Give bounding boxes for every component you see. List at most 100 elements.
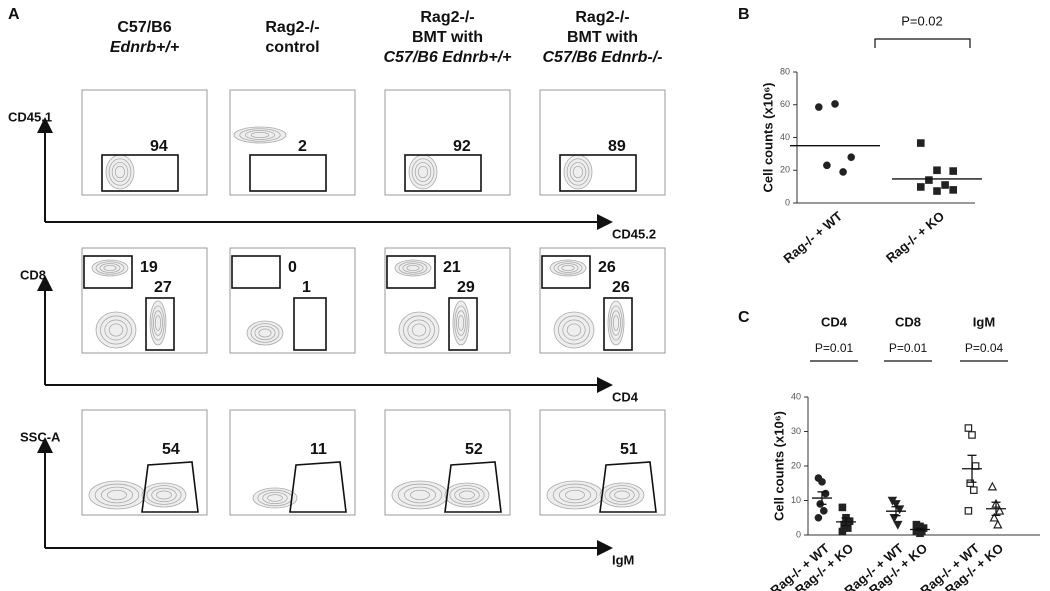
density-contour — [599, 482, 645, 508]
density-contour — [611, 310, 621, 336]
gate — [603, 297, 633, 351]
density-contour — [103, 264, 117, 272]
data-point — [814, 513, 823, 522]
y-tick-label: 80 — [780, 66, 790, 76]
density-contour — [254, 325, 276, 341]
data-point — [831, 100, 839, 108]
x-tick-label: Rag-/- + KO — [883, 208, 947, 265]
density-contour — [258, 328, 272, 338]
density-contour — [252, 487, 298, 509]
panel-label: B — [738, 6, 750, 23]
density-contour — [99, 263, 121, 273]
y-tick-label: 0 — [796, 529, 801, 539]
density-contour — [454, 487, 480, 503]
data-point — [894, 505, 905, 515]
gate-value: 21 — [443, 259, 461, 276]
data-point — [987, 481, 998, 491]
data-point — [968, 431, 976, 439]
density-contour — [250, 131, 270, 139]
density-contour — [407, 319, 431, 341]
density-contour — [604, 485, 640, 505]
gate-value: 1 — [302, 279, 311, 296]
y-axis-label: CD45.1 — [8, 109, 52, 124]
density-contour — [149, 300, 167, 346]
data-point — [893, 520, 903, 530]
density-contour — [397, 483, 443, 507]
gate-value: 19 — [140, 259, 158, 276]
density-contour — [558, 315, 591, 345]
density-contour — [156, 490, 172, 500]
density-contour — [394, 259, 432, 277]
y-tick-label: 20 — [780, 165, 790, 175]
density-contour — [552, 483, 598, 507]
data-point — [989, 512, 999, 522]
x-axis-label: IgM — [612, 552, 634, 567]
density-contour — [553, 311, 595, 349]
gate-value: 0 — [288, 259, 297, 276]
p-value: P=0.02 — [901, 13, 943, 28]
data-point — [933, 187, 941, 195]
column-header: Rag2-/- — [265, 19, 319, 36]
data-point — [994, 505, 1005, 515]
y-tick-label: 40 — [791, 391, 801, 401]
gate — [448, 297, 478, 351]
density-contour — [454, 305, 468, 341]
density-contour — [549, 259, 587, 277]
gate-value: 51 — [620, 441, 638, 458]
y-tick-label: 20 — [791, 460, 801, 470]
data-point — [814, 103, 823, 111]
panel-label: C — [738, 309, 750, 326]
density-contour — [146, 485, 182, 505]
gate-value: 26 — [598, 259, 616, 276]
density-contour — [95, 311, 137, 349]
column-header: C57/B6 Ednrb+/+ — [383, 49, 511, 66]
density-contour — [410, 489, 430, 501]
density-contour — [151, 305, 165, 341]
gate — [599, 461, 657, 513]
y-tick-label: 10 — [791, 495, 801, 505]
density-contour — [411, 158, 435, 186]
density-contour — [417, 165, 429, 179]
density-contour — [151, 487, 177, 503]
density-contour — [408, 154, 438, 190]
density-contour — [561, 264, 575, 272]
gate — [444, 461, 502, 513]
data-point — [823, 161, 831, 170]
column-header: BMT with — [567, 29, 638, 46]
column-header: Ednrb+/+ — [110, 39, 179, 56]
density-contour — [267, 494, 283, 502]
column-header: C57/B6 Ednrb-/- — [542, 49, 662, 66]
column-header: C57/B6 — [117, 19, 171, 36]
x-tick-label: Rag-/- + WT — [780, 208, 845, 266]
x-axis-label: CD45.2 — [612, 226, 656, 241]
density-contour — [444, 482, 490, 508]
column-header: control — [265, 39, 319, 56]
y-axis-label: Cell counts (x10⁶) — [760, 82, 775, 192]
gate-value: 94 — [150, 138, 168, 155]
density-contour — [104, 319, 128, 341]
gate-value: 26 — [612, 279, 630, 296]
data-point — [838, 527, 847, 536]
density-contour — [562, 319, 586, 341]
density-contour — [558, 486, 592, 504]
gate-value: 29 — [457, 279, 475, 296]
data-point — [964, 424, 973, 432]
density-contour — [233, 126, 287, 144]
density-contour — [406, 264, 420, 272]
data-point — [819, 507, 828, 515]
gate — [231, 255, 281, 289]
data-point — [964, 507, 973, 515]
density-contour — [95, 261, 125, 275]
y-axis-label: Cell counts (x10⁶) — [771, 411, 786, 521]
density-contour — [609, 305, 623, 341]
density-contour — [569, 162, 587, 182]
density-contour — [456, 310, 466, 336]
column-header: BMT with — [412, 29, 483, 46]
data-point — [925, 176, 933, 184]
density-contour — [449, 485, 485, 505]
gate-value: 52 — [465, 441, 483, 458]
y-tick-label: 0 — [785, 197, 790, 207]
gate — [83, 255, 133, 289]
panel-label: A — [8, 6, 20, 23]
data-point — [847, 153, 856, 161]
